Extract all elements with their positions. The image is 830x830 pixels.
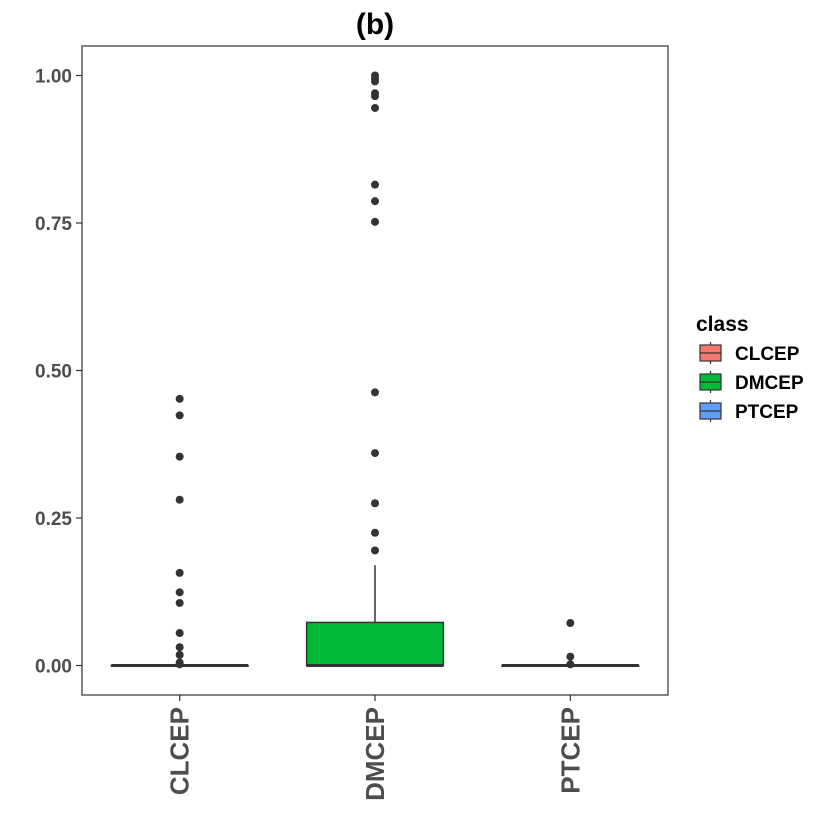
box-iqr [305, 621, 445, 667]
outlier-point [175, 598, 184, 607]
legend-title: class [696, 313, 749, 336]
legend-label-dmcep: DMCEP [735, 373, 804, 394]
x-axis: CLCEP DMCEP PTCEP [165, 695, 585, 801]
legend-label-ptcep: PTCEP [735, 402, 799, 423]
outlier-point [175, 452, 184, 461]
y-tick-label: 0.75 [35, 214, 72, 235]
outlier-point [175, 643, 184, 652]
legend-label-clcep: CLCEP [735, 344, 800, 365]
box-clcep [110, 394, 249, 669]
y-tick-label: 1.00 [35, 67, 72, 88]
outlier-point [371, 77, 379, 86]
outlier-point [371, 449, 379, 458]
y-tick-label: 0.25 [35, 509, 72, 530]
x-tick-label: DMCEP [360, 707, 390, 801]
legend-key-ptcep [699, 400, 722, 422]
outlier-point [175, 629, 184, 638]
y-tick-label: 0.00 [35, 657, 72, 678]
outlier-point [371, 528, 379, 537]
outlier-point [371, 388, 379, 397]
outlier-point [175, 394, 184, 403]
box-dmcep [305, 71, 445, 667]
outlier-point [175, 588, 184, 597]
outlier-point [175, 660, 184, 669]
outlier-point [371, 197, 379, 206]
y-tick-label: 0.50 [35, 362, 72, 383]
outlier-point [566, 660, 575, 669]
x-tick-label: CLCEP [165, 707, 195, 795]
outlier-point [175, 411, 184, 420]
outlier-point [371, 217, 379, 226]
chart-title: (b) [356, 8, 394, 41]
legend-key-dmcep [699, 371, 722, 393]
outlier-point [175, 568, 184, 577]
outlier-point [371, 92, 379, 101]
outlier-point [175, 650, 184, 659]
outlier-point [371, 499, 379, 508]
outlier-point [371, 180, 379, 189]
legend: class CLCEP DMCEP PTCEP [696, 313, 804, 423]
boxes [110, 71, 640, 669]
box-ptcep [501, 619, 640, 669]
legend-key-clcep [699, 342, 722, 364]
outlier-point [175, 495, 184, 504]
outlier-point [566, 619, 575, 628]
y-axis: 0.00 0.25 0.50 0.75 1.00 [35, 67, 82, 678]
outlier-point [371, 103, 379, 112]
x-tick-label: PTCEP [555, 707, 585, 794]
outlier-point [371, 546, 379, 555]
outlier-point [566, 652, 575, 661]
